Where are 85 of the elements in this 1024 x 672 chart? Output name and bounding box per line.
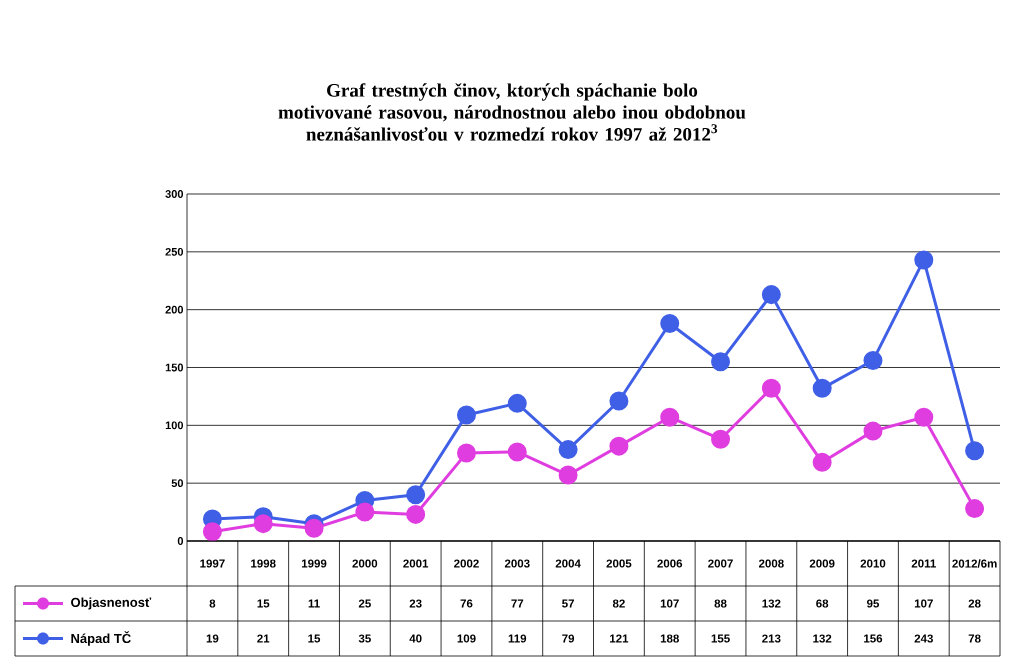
point	[914, 407, 934, 427]
data-label: 107	[914, 599, 933, 608]
data-label: 156	[864, 634, 883, 643]
data-label: 76	[460, 599, 473, 608]
data-label: 57	[562, 599, 574, 608]
data-label: 188	[660, 634, 679, 643]
data-label: 28	[968, 599, 981, 608]
legend-label: Nápad TČ	[71, 631, 131, 646]
x-tick-label: 2003	[504, 559, 530, 568]
point	[507, 442, 527, 462]
point	[761, 285, 781, 305]
x-tick-label: 2007	[708, 559, 733, 568]
data-label: 155	[711, 634, 730, 643]
legend-label: Objasnenosť	[71, 597, 152, 610]
point	[711, 352, 731, 372]
point	[253, 514, 273, 534]
x-tick-label: 2010	[860, 559, 886, 568]
data-label: 213	[762, 634, 781, 643]
point	[406, 485, 426, 505]
point	[202, 522, 222, 542]
x-tick-label: 1998	[251, 559, 276, 568]
point	[812, 452, 832, 472]
data-label: 132	[813, 634, 832, 643]
data-label: 132	[762, 599, 781, 608]
x-tick-label: 2011	[911, 559, 936, 568]
point	[456, 443, 476, 463]
data-label: 11	[308, 599, 320, 608]
y-tick-label: 200	[165, 305, 184, 314]
point	[558, 440, 578, 460]
data-label: 8	[209, 599, 216, 608]
x-tick-label: 2002	[454, 559, 479, 568]
x-tick-label: 2000	[352, 559, 378, 568]
x-tick-label: 2008	[758, 559, 784, 568]
point	[863, 421, 883, 441]
point	[456, 405, 476, 425]
x-tick-label: 1997	[200, 559, 225, 568]
x-tick-label: 2006	[657, 559, 683, 568]
point	[558, 465, 578, 485]
point	[711, 429, 731, 449]
data-label: 15	[257, 599, 270, 608]
y-tick-label: 150	[165, 363, 184, 372]
point	[355, 502, 375, 522]
chart-title: Graf trestných činov, ktorých spáchanie bolo motivované rasovou, národnostnou alebo inou obdobnou neznášanlivosťou v rozmedzí rokov 1997 až 2012$^{3}$	[278, 83, 746, 141]
data-label: 109	[457, 634, 476, 643]
data-label: 25	[358, 599, 371, 608]
point	[660, 407, 680, 427]
point	[812, 378, 832, 398]
x-tick-label: 2005	[606, 559, 632, 568]
data-label: 88	[714, 599, 727, 608]
data-label: 35	[358, 634, 371, 643]
x-tick-label: 2009	[809, 559, 835, 568]
point	[507, 393, 527, 413]
data-label: 95	[866, 599, 880, 608]
data-label: 78	[968, 634, 981, 643]
data-label: 119	[508, 634, 527, 643]
x-tick-label: 2001	[403, 559, 429, 568]
point	[863, 351, 883, 371]
point	[965, 499, 985, 519]
point	[406, 504, 426, 524]
data-label: 21	[257, 634, 270, 643]
y-tick-label: 100	[165, 421, 184, 430]
data-label: 79	[562, 634, 575, 643]
data-label: 243	[914, 634, 933, 643]
y-tick-label: 0	[177, 537, 184, 545]
point	[609, 436, 629, 456]
data-label: 23	[409, 599, 422, 608]
y-tick-label: 300	[165, 190, 184, 198]
data-label: 77	[511, 599, 524, 608]
data-label: 121	[610, 634, 629, 643]
data-label: 107	[660, 599, 679, 608]
point	[660, 314, 680, 334]
y-tick-label: 250	[165, 247, 184, 256]
y-tick-label: 50	[171, 479, 184, 488]
point	[761, 378, 781, 398]
data-label: 40	[409, 634, 422, 643]
point	[965, 441, 985, 461]
point	[914, 250, 934, 270]
x-tick-label: 1999	[301, 559, 327, 568]
data-label: 82	[612, 599, 625, 608]
point	[609, 391, 629, 411]
data-label: 15	[308, 634, 321, 643]
x-tick-label: 2004	[555, 559, 581, 568]
data-label: 68	[816, 599, 829, 608]
data-label: 19	[206, 634, 219, 643]
x-tick-label: 2012/6m	[952, 559, 997, 568]
